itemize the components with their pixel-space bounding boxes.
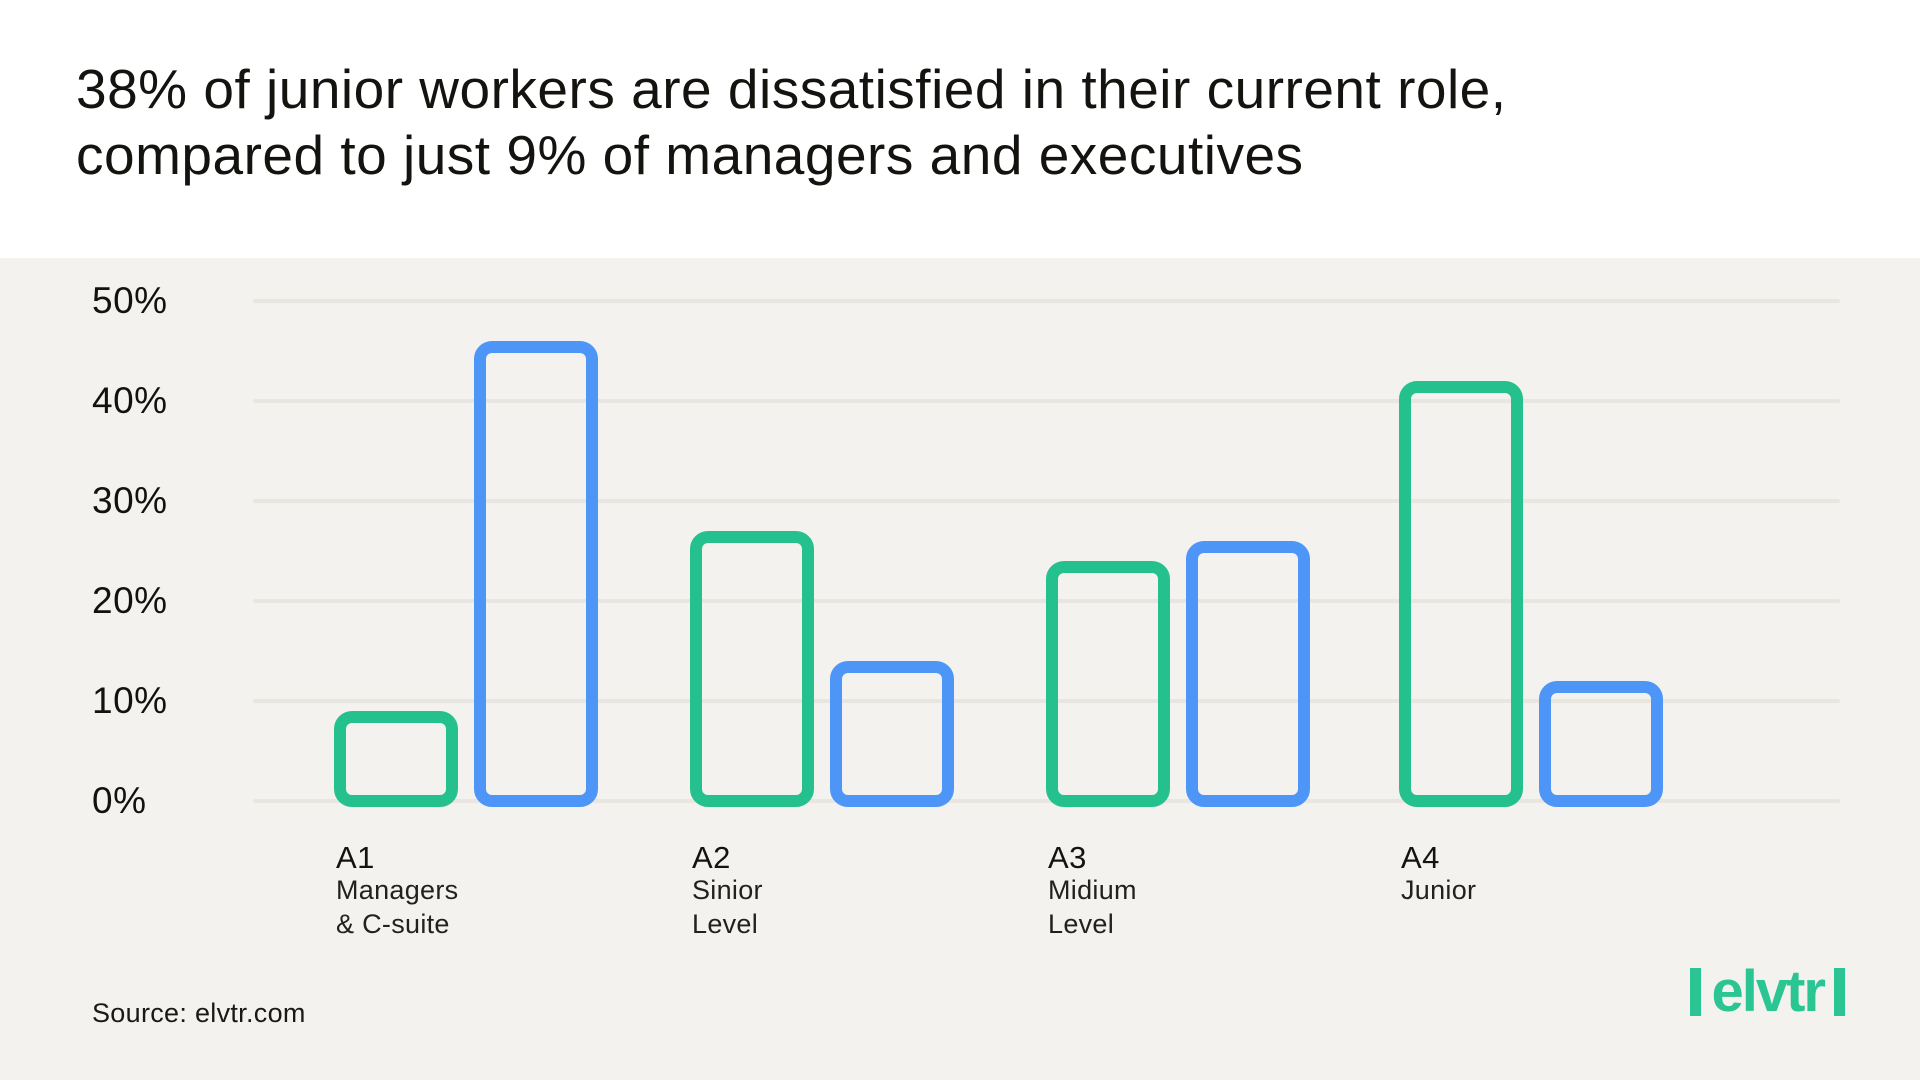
y-axis-tick-label: 0% bbox=[92, 780, 147, 821]
y-axis-tick-label: 40% bbox=[92, 380, 168, 421]
bar-A3-blue bbox=[1186, 541, 1310, 807]
bar-A4-green bbox=[1399, 381, 1523, 807]
y-axis-tick-label: 50% bbox=[92, 280, 168, 321]
x-axis-category-code: A1 bbox=[336, 840, 375, 875]
logo-text: elvtr bbox=[1711, 959, 1826, 1024]
header: 38% of junior workers are dissatisfied i… bbox=[0, 0, 1920, 258]
chart-area: 50% 40% 30% 20% 10% 0% A1 Managers & C-suite A2 Si… bbox=[0, 258, 1920, 1080]
chart-title-line-2: compared to just 9% of managers and exec… bbox=[76, 124, 1304, 186]
bar-A1-green bbox=[334, 711, 458, 807]
gridline-30% bbox=[253, 499, 1840, 503]
source-text: Source: elvtr.com bbox=[92, 998, 306, 1028]
logo-left-bar-icon bbox=[1690, 968, 1702, 1016]
x-axis-category-label: Midium Level bbox=[1048, 875, 1137, 939]
plot: 50% 40% 30% 20% 10% 0% A1 Managers & C-suite A2 Si… bbox=[0, 258, 1920, 1080]
gridline-50% bbox=[253, 299, 1840, 303]
x-axis-category-code: A2 bbox=[692, 840, 731, 875]
bar-A4-blue bbox=[1539, 681, 1663, 807]
chart-title: 38% of junior workers are dissatisfied i… bbox=[76, 56, 1507, 188]
bar-A2-blue bbox=[830, 661, 954, 807]
bar-A1-blue bbox=[474, 341, 598, 807]
x-axis-category-label: Sinior Level bbox=[692, 875, 763, 939]
y-axis-tick-label: 20% bbox=[92, 580, 168, 621]
x-axis-category-code: A3 bbox=[1048, 840, 1087, 875]
x-axis-category-label: Managers & C-suite bbox=[336, 875, 459, 939]
bar-A3-green bbox=[1046, 561, 1170, 807]
gridline-0% bbox=[253, 799, 1840, 803]
brand-logo: elvtr bbox=[1690, 959, 1845, 1024]
x-axis-category-label: Junior bbox=[1401, 875, 1477, 905]
gridline-40% bbox=[253, 399, 1840, 403]
logo-right-bar-icon bbox=[1834, 968, 1845, 1016]
chart-title-line-1: 38% of junior workers are dissatisfied i… bbox=[76, 58, 1507, 120]
bar-A2-green bbox=[690, 531, 814, 807]
y-axis-tick-label: 30% bbox=[92, 480, 168, 521]
y-axis-tick-label: 10% bbox=[92, 680, 168, 721]
x-axis-category-code: A4 bbox=[1401, 840, 1440, 875]
